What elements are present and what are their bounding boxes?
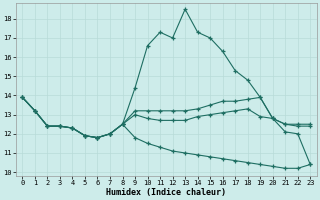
X-axis label: Humidex (Indice chaleur): Humidex (Indice chaleur) (106, 188, 226, 197)
